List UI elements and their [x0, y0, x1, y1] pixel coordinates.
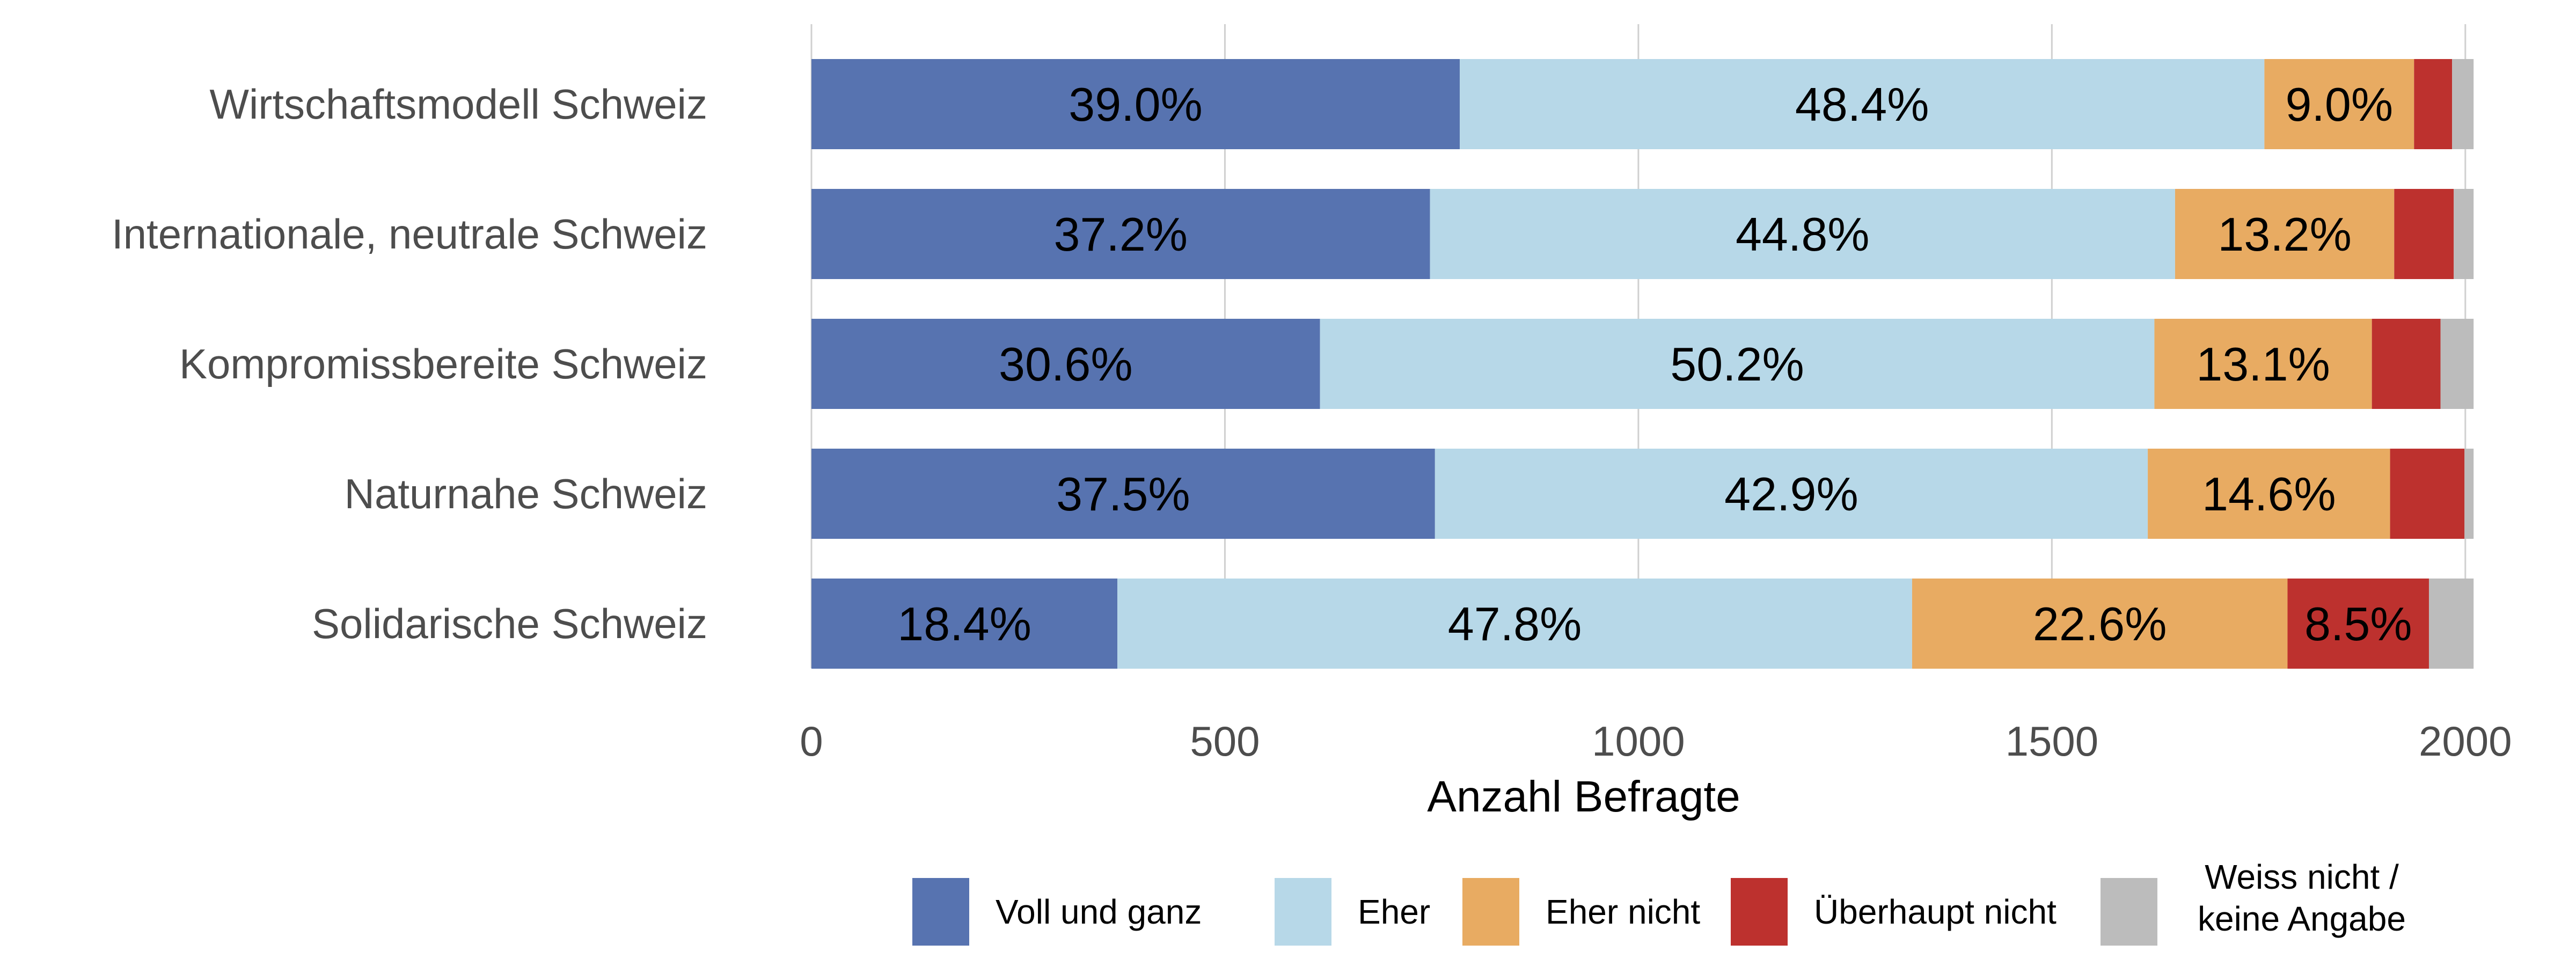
bar-segment: [2154, 319, 2372, 409]
bar-segment: [2394, 189, 2454, 279]
bar-segment: [2414, 59, 2453, 149]
legend-label: Eher nicht: [1546, 892, 1700, 931]
data-label: 22.6%: [2033, 597, 2167, 650]
category-label: Kompromissbereite Schweiz: [179, 340, 707, 387]
bar-segment: [811, 319, 1320, 409]
bar-segment: [2372, 319, 2441, 409]
legend-label-line: keine Angabe: [2198, 899, 2406, 938]
bar-segment: [811, 189, 1430, 279]
category-labels: Wirtschaftsmodell Schweiz Internationale,…: [112, 80, 707, 647]
data-label: 47.8%: [1448, 597, 1582, 650]
bar-segment: [1435, 449, 2148, 539]
bar-segment: [1460, 59, 2265, 149]
data-label: 42.9%: [1724, 467, 1858, 521]
x-tick-label: 1500: [2006, 718, 2099, 765]
bar-segment: [2464, 449, 2474, 539]
bar-segment: [2440, 319, 2474, 409]
data-label: 13.2%: [2218, 208, 2352, 261]
x-axis-title: Anzahl Befragte: [1427, 772, 1740, 821]
bar-segment: [811, 449, 1435, 539]
x-tick-label: 0: [800, 718, 823, 765]
data-label: 39.0%: [1069, 78, 1203, 131]
x-tick-label: 500: [1190, 718, 1260, 765]
data-labels: 39.0% 48.4% 9.0% 37.2% 44.8% 13.2% 30.6% 50.2% 1…: [897, 78, 2412, 650]
category-label: Solidarische Schweiz: [312, 600, 707, 647]
category-label: Naturnahe Schweiz: [345, 470, 707, 517]
bar-segment: [811, 579, 1118, 669]
bar-segment: [1320, 319, 2155, 409]
legend-swatch: [912, 878, 969, 946]
bar-segment: [2390, 449, 2465, 539]
data-label: 18.4%: [897, 597, 1031, 650]
legend-label-line: Weiss nicht /: [2205, 858, 2399, 896]
bar-segment: [811, 59, 1460, 149]
bar-segment: [2428, 579, 2474, 669]
category-label: Internationale, neutrale Schweiz: [112, 210, 707, 258]
x-tick-label: 2000: [2419, 718, 2512, 765]
data-label: 14.6%: [2202, 467, 2336, 521]
data-label: 13.1%: [2196, 338, 2330, 391]
bar-segment: [2264, 59, 2414, 149]
x-tick-labels: 0 500 1000 1500 2000: [800, 718, 2512, 765]
category-label: Wirtschaftsmodell Schweiz: [209, 80, 707, 128]
bar-segment: [1117, 579, 1912, 669]
legend-label: Voll und ganz: [996, 892, 1202, 931]
data-label: 50.2%: [1670, 338, 1804, 391]
legend-label: Überhaupt nicht: [1814, 892, 2057, 931]
bar-segment: [2148, 449, 2390, 539]
data-label: 8.5%: [2304, 597, 2412, 650]
x-tick-label: 1000: [1592, 718, 1685, 765]
legend-swatch: [1731, 878, 1788, 946]
legend-swatch: [1462, 878, 1519, 946]
legend-swatch: [2101, 878, 2157, 946]
legend: Voll und ganz Eher Eher nicht Überhaupt nic…: [912, 858, 2406, 946]
bar-segment: [2452, 59, 2474, 149]
data-label: 30.6%: [999, 338, 1133, 391]
legend-swatch: [1275, 878, 1331, 946]
bar-segment: [2454, 189, 2474, 279]
data-label: 37.2%: [1054, 208, 1188, 261]
bar-segment: [1430, 189, 2175, 279]
data-label: 37.5%: [1056, 467, 1190, 521]
bar-segment: [1912, 579, 2288, 669]
legend-label: Eher: [1358, 892, 1430, 931]
bars: [811, 59, 2474, 669]
bar-segment: [2287, 579, 2429, 669]
data-label: 9.0%: [2285, 78, 2393, 131]
bar-segment: [2175, 189, 2395, 279]
data-label: 48.4%: [1795, 78, 1929, 131]
data-label: 44.8%: [1736, 208, 1870, 261]
legend-label: Weiss nicht / keine Angabe: [2198, 858, 2406, 938]
